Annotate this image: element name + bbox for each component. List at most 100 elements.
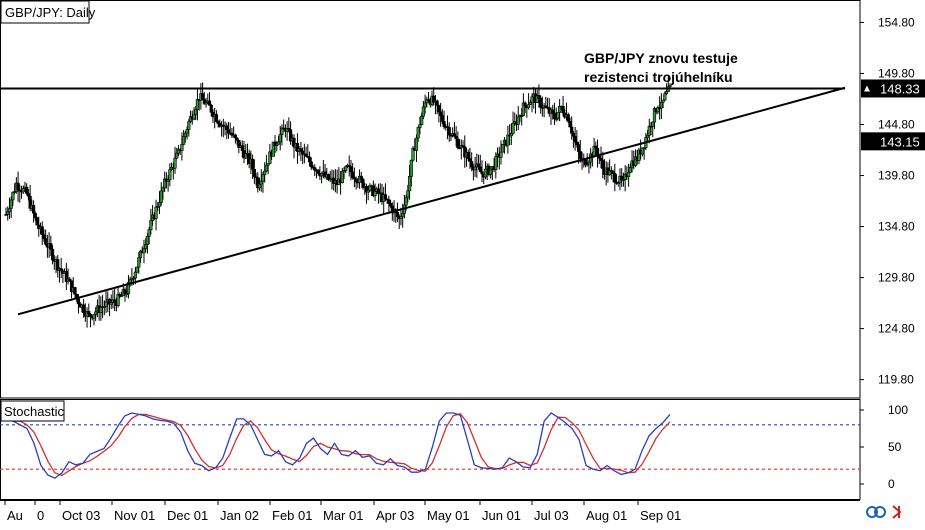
bearish-candle bbox=[466, 152, 470, 159]
bearish-candle bbox=[561, 105, 565, 114]
chart-title: GBP/JPY: Daily bbox=[5, 5, 96, 20]
bullish-candle bbox=[499, 151, 503, 158]
bearish-candle bbox=[209, 105, 213, 113]
bullish-candle bbox=[9, 199, 13, 209]
bearish-candle bbox=[40, 226, 44, 236]
bearish-candle bbox=[123, 289, 127, 294]
stochastic-k-line bbox=[5, 412, 671, 479]
bullish-candle bbox=[180, 144, 184, 151]
bullish-candle bbox=[266, 163, 270, 166]
bearish-candle bbox=[292, 137, 296, 148]
bearish-candle bbox=[304, 153, 308, 157]
bearish-candle bbox=[207, 100, 212, 106]
bearish-candle bbox=[42, 234, 46, 239]
bearish-candle bbox=[50, 248, 55, 261]
bullish-candle bbox=[192, 114, 196, 120]
bearish-candle bbox=[476, 163, 481, 168]
bullish-candle bbox=[116, 294, 120, 306]
bearish-candle bbox=[594, 145, 598, 149]
bullish-candle bbox=[506, 134, 510, 146]
y-tick-label: 149.80 bbox=[878, 66, 915, 80]
bearish-candle bbox=[523, 102, 527, 107]
bearish-candle bbox=[56, 259, 60, 271]
bearish-candle bbox=[568, 121, 572, 128]
bullish-candle bbox=[195, 99, 200, 110]
bullish-candle bbox=[661, 99, 665, 103]
bullish-candle bbox=[144, 244, 148, 250]
bullish-candle bbox=[483, 168, 488, 178]
x-tick-label: Apr 03 bbox=[376, 508, 414, 523]
bullish-candle bbox=[423, 102, 427, 108]
annotation-line-2: rezistenci trojúhelníku bbox=[584, 69, 733, 85]
x-tick-label: Jun 01 bbox=[482, 508, 521, 523]
bullish-candle bbox=[664, 91, 669, 95]
y-tick-label: 124.80 bbox=[878, 322, 915, 336]
bullish-candle bbox=[92, 314, 96, 319]
y-tick-label: 144.80 bbox=[878, 118, 915, 132]
bullish-candle bbox=[137, 257, 141, 268]
bullish-candle bbox=[183, 132, 187, 137]
bullish-candle bbox=[489, 168, 493, 175]
bearish-candle bbox=[613, 173, 617, 183]
bearish-candle bbox=[599, 158, 603, 161]
bullish-candle bbox=[652, 108, 657, 123]
bearish-candle bbox=[87, 311, 91, 315]
bearish-candle bbox=[437, 105, 441, 113]
bearish-candle bbox=[383, 194, 388, 200]
bullish-candle bbox=[627, 172, 631, 177]
scroll-end-icon[interactable] bbox=[892, 505, 902, 519]
link-icon-2[interactable] bbox=[874, 506, 886, 518]
y-tick-label: 154.80 bbox=[878, 15, 915, 29]
bullish-candle bbox=[119, 295, 124, 297]
stochastic-y-tick-label: 50 bbox=[888, 440, 902, 454]
bearish-candle bbox=[25, 186, 29, 194]
bullish-candle bbox=[138, 250, 143, 259]
stochastic-y-tick-label: 100 bbox=[888, 403, 908, 417]
stochastic-y-tick-label: 0 bbox=[888, 477, 895, 491]
x-tick-label: 0 bbox=[37, 508, 44, 523]
bullish-candle bbox=[149, 220, 153, 230]
bearish-candle bbox=[235, 137, 239, 141]
bullish-candle bbox=[280, 127, 284, 135]
bearish-candle bbox=[566, 114, 570, 122]
link-icon[interactable] bbox=[866, 506, 878, 518]
bearish-candle bbox=[31, 204, 36, 214]
bearish-candle bbox=[439, 111, 443, 116]
stochastic-plot-frame bbox=[0, 399, 861, 500]
bullish-candle bbox=[494, 156, 498, 170]
bearish-candle bbox=[349, 166, 353, 173]
bullish-candle bbox=[340, 170, 344, 184]
price-label: 148.33 bbox=[880, 81, 920, 96]
bullish-candle bbox=[399, 216, 403, 220]
bullish-candle bbox=[276, 141, 281, 145]
bearish-candle bbox=[468, 158, 472, 162]
bullish-candle bbox=[411, 147, 415, 161]
support-trend-line bbox=[17, 86, 846, 316]
bearish-candle bbox=[307, 156, 312, 163]
bearish-candle bbox=[44, 238, 48, 245]
bullish-candle bbox=[668, 85, 672, 88]
x-tick-label: Mar 01 bbox=[323, 508, 363, 523]
bearish-candle bbox=[88, 313, 93, 317]
bullish-candle bbox=[142, 248, 146, 254]
bearish-candle bbox=[601, 160, 605, 169]
price-label-box bbox=[861, 79, 925, 98]
price-label: 143.15 bbox=[880, 134, 920, 149]
bullish-candle bbox=[6, 211, 10, 215]
bearish-candle bbox=[316, 169, 320, 174]
bearish-candle bbox=[552, 112, 557, 120]
bullish-candle bbox=[147, 229, 151, 237]
bullish-candle bbox=[407, 176, 412, 192]
bearish-candle bbox=[571, 133, 576, 137]
bearish-candle bbox=[447, 127, 451, 136]
bearish-candle bbox=[240, 145, 244, 151]
bullish-candle bbox=[526, 104, 531, 109]
bullish-candle bbox=[126, 282, 131, 294]
bullish-candle bbox=[416, 127, 420, 139]
bearish-candle bbox=[33, 212, 37, 219]
bullish-candle bbox=[421, 106, 425, 117]
bearish-candle bbox=[251, 158, 255, 170]
bearish-candle bbox=[35, 217, 39, 226]
bullish-candle bbox=[344, 166, 348, 171]
